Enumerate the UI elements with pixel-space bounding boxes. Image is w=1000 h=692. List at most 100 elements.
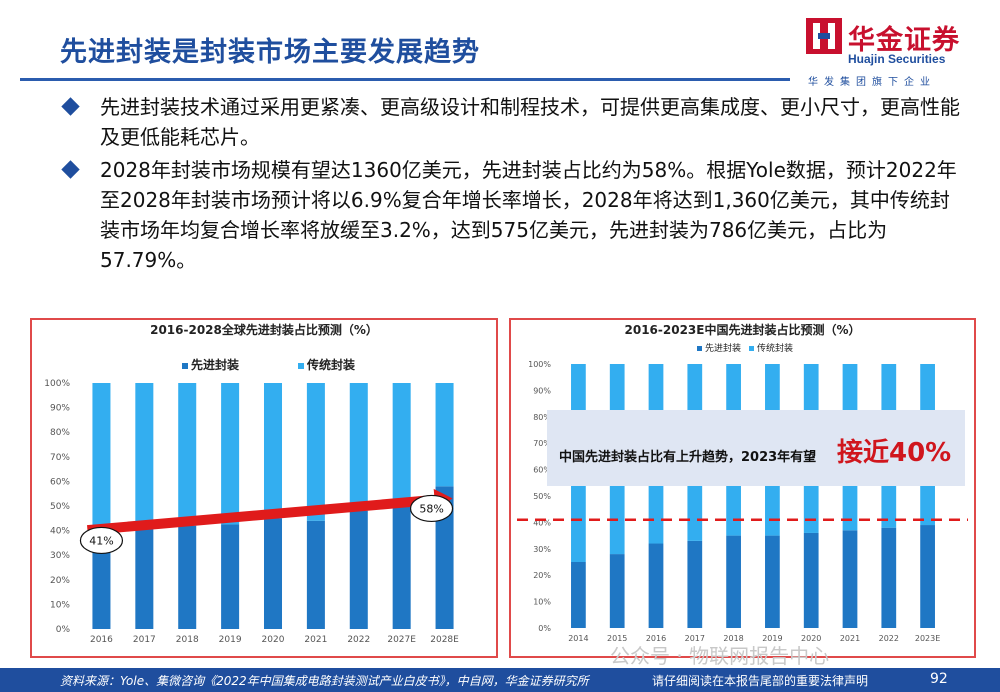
bar-advanced — [609, 554, 625, 628]
y-tick-label: 90% — [50, 404, 70, 414]
bar-advanced — [349, 510, 368, 629]
source-note: 资料来源：Yole、集微咨询《2022年中国集成电路封装测试产业白皮书》，中自网… — [60, 674, 589, 688]
bar-advanced — [178, 525, 197, 629]
x-tick-label: 2022 — [879, 634, 899, 643]
bullet-item: 先进封装技术通过采用更紧凑、更高级设计和制程技术，可提供更高集成度、更小尺寸，更… — [60, 92, 960, 152]
title-divider — [20, 78, 790, 81]
y-tick-label: 10% — [533, 598, 551, 607]
bar-advanced — [920, 525, 935, 628]
logo-name-en: Huajin Securities — [848, 52, 946, 66]
bullet-item: 2028年封装市场规模有望达1360亿美元，先进封装占比约为58%。根据Yole… — [60, 155, 960, 275]
bullet-text: 先进封装技术通过采用更紧凑、更高级设计和制程技术，可提供更高集成度、更小尺寸，更… — [100, 95, 960, 149]
bar-traditional — [349, 383, 368, 511]
page-number: 92 — [930, 671, 948, 687]
x-tick-label: 2017 — [133, 635, 156, 645]
bar-advanced — [571, 562, 586, 628]
x-tick-label: 2023E — [915, 634, 940, 643]
legend-traditional: 传统封装 — [749, 341, 793, 354]
x-tick-label: 2015 — [607, 634, 627, 643]
start-value-label: 41% — [89, 534, 113, 547]
bar-advanced — [392, 498, 411, 629]
callout-text: 中国先进封装占比有上升趋势，2023年有望 — [559, 450, 817, 465]
logo-tagline: 华发集团旗下企业 — [808, 77, 936, 88]
y-tick-label: 10% — [50, 600, 70, 610]
y-tick-label: 70% — [533, 439, 551, 448]
x-tick-label: 2027E — [387, 635, 416, 645]
x-tick-label: 2028E — [430, 635, 459, 645]
bar-traditional — [92, 383, 111, 529]
end-value-bubble — [409, 494, 454, 523]
bar-advanced — [435, 486, 454, 629]
global-stacked-bar-chart: 0% 10% 20% 30% 40% 50% 60% 70% 80% 90% 100% 2016 201… — [44, 379, 459, 645]
y-tick-label: 70% — [50, 453, 70, 463]
china-chart-panel: 2016-2023E中国先进封装占比预测（%） 先进封装 传统封装 0% 10% 2… — [509, 318, 976, 658]
page-title: 先进封装是封装市场主要发展趋势 — [60, 37, 480, 68]
trend-callout: 中国先进封装占比有上升趋势，2023年有望 接近40% — [547, 410, 965, 486]
legend-swatch-icon — [749, 346, 754, 351]
legend-advanced: 先进封装 — [697, 341, 741, 354]
x-tick-label: 2018 — [723, 634, 743, 643]
logo-name-cn: 华金证券 — [848, 25, 960, 56]
y-tick-label: 50% — [533, 492, 551, 501]
y-tick-label: 0% — [538, 624, 551, 633]
bar-advanced — [803, 532, 819, 628]
x-tick-label: 2021 — [840, 634, 860, 643]
bar-traditional — [435, 383, 454, 487]
x-tick-label: 2022 — [347, 635, 370, 645]
x-tick-label: 2020 — [262, 635, 285, 645]
bar-advanced — [263, 518, 283, 629]
bar-traditional — [306, 383, 325, 521]
bar-advanced — [648, 543, 664, 628]
brand-logo: 华金证券 Huajin Securities 华发集团旗下企业 — [806, 18, 986, 88]
x-tick-label: 2016 — [646, 634, 666, 643]
bar-advanced — [687, 540, 703, 628]
x-tick-label: 2021 — [304, 635, 327, 645]
bar-advanced — [726, 535, 741, 628]
bar-traditional — [135, 383, 154, 527]
diamond-bullet-icon — [61, 97, 80, 116]
legend-traditional: 传统封装 — [298, 356, 355, 373]
legend-swatch-icon — [182, 362, 188, 369]
y-tick-label: 100% — [44, 379, 70, 389]
legend-swatch-icon — [697, 346, 702, 351]
watermark: 公众号 · 物联网报告中心 — [610, 644, 830, 668]
chart-title: 2016-2023E中国先进封装占比预测（%） — [624, 323, 861, 337]
bar-traditional — [263, 383, 283, 519]
bullet-list: 先进封装技术通过采用更紧凑、更高级设计和制程技术，可提供更高集成度、更小尺寸，更… — [60, 92, 960, 278]
x-tick-label: 2020 — [801, 634, 821, 643]
end-value-label: 58% — [419, 502, 443, 515]
bullet-text: 2028年封装市场规模有望达1360亿美元，先进封装占比约为58%。根据Yole… — [100, 158, 957, 272]
y-tick-label: 60% — [533, 466, 551, 475]
y-tick-label: 0% — [56, 625, 71, 635]
y-tick-label: 40% — [50, 527, 70, 537]
bar-advanced — [135, 526, 154, 629]
x-tick-label: 2017 — [685, 634, 705, 643]
x-tick-label: 2019 — [762, 634, 782, 643]
y-tick-label: 80% — [533, 413, 551, 422]
bar-advanced — [221, 524, 240, 629]
legal-notice: 请仔细阅读在本报告尾部的重要法律声明 — [652, 674, 869, 688]
legend-advanced: 先进封装 — [182, 356, 239, 373]
start-value-bubble — [79, 526, 124, 555]
y-tick-label: 20% — [533, 571, 551, 580]
chart-title: 2016-2028全球先进封装占比预测（%） — [150, 323, 378, 337]
y-tick-label: 30% — [50, 551, 70, 561]
x-tick-label: 2016 — [90, 635, 113, 645]
y-tick-label: 80% — [50, 428, 70, 438]
callout-emphasis: 接近40% — [837, 438, 952, 468]
footer-bar — [0, 668, 1000, 692]
huajin-logo-icon — [806, 18, 842, 54]
china-stacked-bar-chart: 0% 10% 20% 30% 40% 50% 60% 70% 80% 90% 100% 2014 201… — [517, 360, 968, 643]
diamond-bullet-icon — [61, 160, 80, 179]
bar-traditional — [221, 383, 240, 525]
global-chart-panel: 2016-2028全球先进封装占比预测（%） 先进封装 传统封装 0% 10% 20… — [30, 318, 498, 658]
bar-traditional — [178, 383, 197, 526]
bar-advanced — [765, 535, 780, 628]
legend-swatch-icon — [298, 362, 304, 369]
trend-arrow-icon — [87, 488, 453, 536]
x-tick-label: 2018 — [176, 635, 199, 645]
y-tick-label: 30% — [533, 545, 551, 554]
y-tick-label: 50% — [50, 502, 70, 512]
x-tick-label: 2014 — [568, 634, 588, 643]
bar-traditional — [392, 383, 411, 499]
